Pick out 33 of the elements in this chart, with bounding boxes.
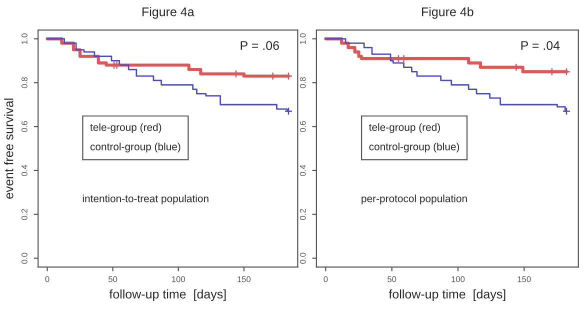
x-tick-label: 0 — [45, 276, 50, 282]
annotation: tele-group (red) — [90, 123, 162, 133]
x-tick-label: 0 — [324, 276, 328, 282]
y-tick-label: 0.6 — [300, 121, 306, 132]
y-tick-label: 0.8 — [22, 77, 28, 88]
chart-title: Figure 4a — [142, 7, 194, 19]
x-axis-title: follow-up time [days] — [109, 289, 226, 302]
x-tick-label: 100 — [172, 276, 186, 282]
y-tick-label: 0.6 — [22, 121, 28, 132]
y-tick-label: 0.0 — [22, 252, 28, 264]
y-tick-label: 1.0 — [22, 33, 28, 44]
annotation: intention-to-treat population — [82, 194, 208, 204]
chart-title: Figure 4b — [422, 7, 474, 19]
annotation: tele-group (red) — [368, 123, 440, 133]
annotation: P = .06 — [240, 41, 279, 50]
y-tick-label: 0.2 — [22, 208, 28, 220]
annotation: control-group (blue) — [90, 142, 180, 152]
annotation: control-group (blue) — [369, 142, 460, 152]
x-axis-title: follow-up time [days] — [388, 289, 506, 302]
y-tick-label: 1.0 — [300, 33, 306, 44]
annotation: P = .04 — [521, 41, 560, 50]
y-tick-label: 0.2 — [300, 208, 306, 220]
y-axis-title: event free survival — [4, 98, 14, 199]
y-tick-label: 0.8 — [300, 77, 306, 88]
x-tick-label: 50 — [108, 276, 118, 282]
x-tick-label: 50 — [388, 276, 396, 282]
y-tick-label: 0.4 — [300, 164, 306, 176]
x-tick-label: 150 — [518, 276, 531, 282]
x-tick-label: 150 — [238, 276, 251, 282]
annotation: per-protocol population — [362, 194, 467, 204]
y-tick-label: 0.0 — [300, 252, 306, 264]
y-tick-label: 0.4 — [22, 164, 28, 176]
x-tick-label: 100 — [452, 276, 465, 282]
